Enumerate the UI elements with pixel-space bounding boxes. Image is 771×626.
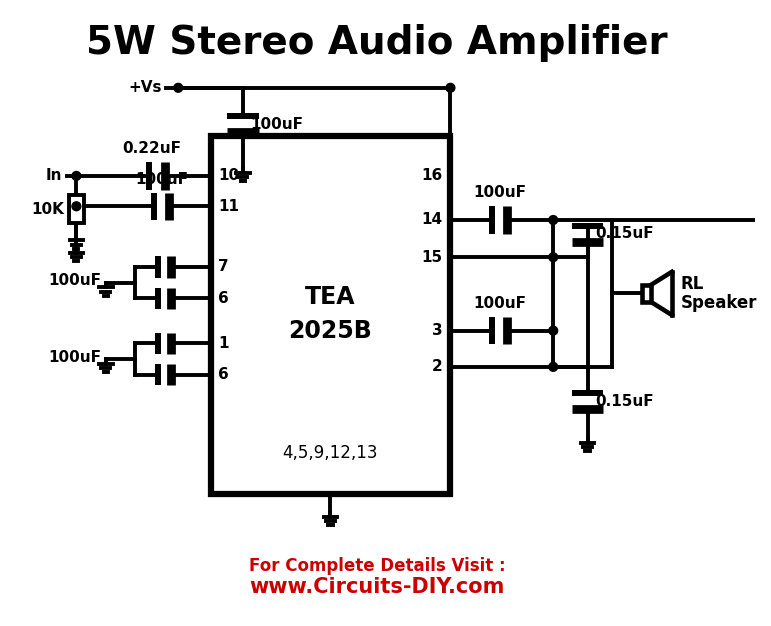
Circle shape	[72, 202, 81, 211]
Text: 0.15uF: 0.15uF	[595, 394, 654, 409]
Bar	[641, 285, 651, 302]
Circle shape	[173, 83, 183, 92]
Text: 7: 7	[218, 260, 229, 274]
Circle shape	[446, 83, 455, 92]
Text: 3: 3	[432, 323, 443, 338]
Text: 11: 11	[218, 199, 239, 213]
Bar	[210, 136, 450, 494]
Text: 100uF: 100uF	[473, 185, 526, 200]
Text: 100uF: 100uF	[251, 116, 304, 131]
Text: 0.15uF: 0.15uF	[595, 226, 654, 241]
Circle shape	[549, 253, 557, 262]
Text: 100uF: 100uF	[48, 349, 101, 364]
Text: 10K: 10K	[32, 202, 65, 217]
Text: 6: 6	[218, 291, 229, 306]
Text: 15: 15	[422, 250, 443, 265]
Text: 5W Stereo Audio Amplifier: 5W Stereo Audio Amplifier	[86, 24, 668, 62]
Text: 2025B: 2025B	[288, 319, 372, 342]
Text: 16: 16	[421, 168, 443, 183]
Text: 2: 2	[432, 359, 443, 374]
Text: 100uF: 100uF	[135, 172, 188, 187]
Text: www.Circuits-DIY.com: www.Circuits-DIY.com	[249, 577, 505, 597]
Text: Speaker: Speaker	[681, 294, 757, 312]
Text: In: In	[45, 168, 62, 183]
Text: RL: RL	[681, 275, 704, 292]
Circle shape	[549, 326, 557, 335]
Text: 14: 14	[422, 212, 443, 227]
Text: For Complete Details Visit :: For Complete Details Visit :	[249, 557, 505, 575]
Bar	[69, 195, 84, 223]
Circle shape	[549, 362, 557, 371]
Text: 0.22uF: 0.22uF	[123, 141, 181, 156]
Text: +Vs: +Vs	[128, 80, 162, 95]
Text: 100uF: 100uF	[473, 296, 526, 311]
Text: 1: 1	[218, 336, 229, 351]
Text: 4,5,9,12,13: 4,5,9,12,13	[283, 444, 379, 462]
Circle shape	[72, 172, 81, 180]
Circle shape	[549, 215, 557, 224]
Text: TEA: TEA	[305, 285, 355, 309]
Text: 6: 6	[218, 367, 229, 382]
Text: 100uF: 100uF	[48, 273, 101, 288]
Text: 10: 10	[218, 168, 240, 183]
